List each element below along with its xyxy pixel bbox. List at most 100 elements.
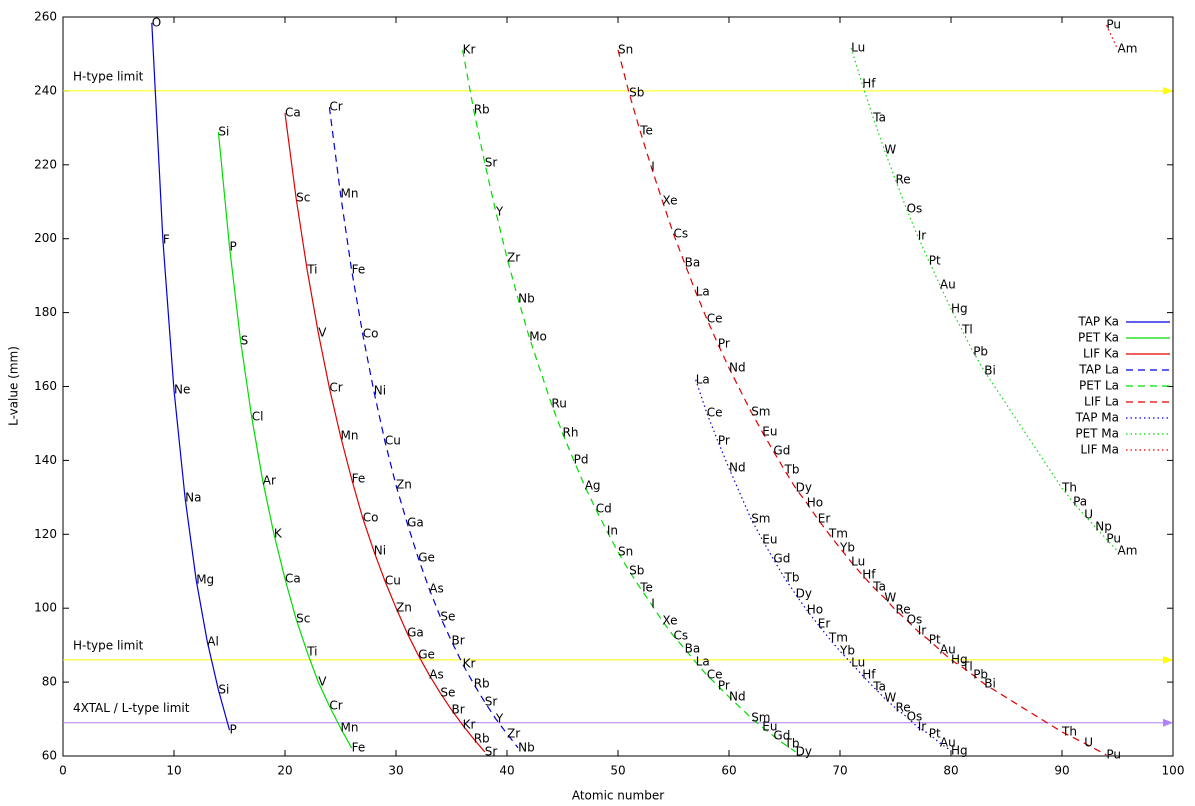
series-line bbox=[151, 22, 231, 731]
series-line bbox=[462, 49, 796, 753]
element-label: Zr bbox=[507, 726, 520, 740]
x-axis-label: Atomic number bbox=[572, 789, 664, 803]
element-label: Ca bbox=[285, 106, 301, 120]
element-label: Lu bbox=[851, 41, 865, 55]
legend-label: PET La bbox=[1079, 379, 1119, 393]
element-label: Am bbox=[1118, 42, 1138, 56]
element-label: Ge bbox=[418, 550, 435, 564]
element-label: Rb bbox=[474, 676, 490, 690]
element-label: Rb bbox=[474, 732, 490, 746]
element-label: Pu bbox=[1106, 532, 1121, 546]
element-label: Pb bbox=[973, 668, 988, 682]
element-label: Ta bbox=[872, 679, 886, 693]
element-label: Os bbox=[907, 613, 923, 627]
element-label: Sr bbox=[485, 744, 498, 758]
y-tick-label: 160 bbox=[34, 379, 57, 393]
x-tick-label: 30 bbox=[388, 764, 403, 778]
element-label: O bbox=[152, 15, 161, 29]
element-label: Rb bbox=[474, 103, 490, 117]
x-tick-label: 20 bbox=[277, 764, 292, 778]
element-label: Se bbox=[440, 686, 455, 700]
element-label: Ag bbox=[585, 478, 601, 492]
element-label: Sc bbox=[296, 611, 310, 625]
reference-label: 4XTAL / L-type limit bbox=[73, 701, 190, 715]
element-label: Pb bbox=[973, 345, 988, 359]
element-label: Br bbox=[452, 702, 465, 716]
series-line bbox=[217, 131, 353, 749]
element-label: Sm bbox=[751, 512, 770, 526]
element-label: Cr bbox=[329, 380, 342, 394]
element-label: Mn bbox=[341, 429, 359, 443]
element-label: Cr bbox=[329, 100, 342, 114]
element-label: Ca bbox=[285, 572, 301, 586]
y-axis-label: L-value (mm) bbox=[7, 346, 21, 426]
element-label: La bbox=[696, 655, 710, 669]
element-label: Gd bbox=[773, 444, 790, 458]
element-label: Re bbox=[896, 700, 911, 714]
element-label: As bbox=[429, 581, 443, 595]
legend-label: TAP Ma bbox=[1075, 411, 1119, 425]
element-label: Dy bbox=[796, 744, 812, 758]
element-label: Cu bbox=[385, 434, 401, 448]
arrow-head bbox=[1163, 86, 1173, 95]
element-label: Nb bbox=[518, 291, 535, 305]
element-label: Sc bbox=[296, 191, 310, 205]
element-label: Pt bbox=[929, 253, 941, 267]
element-label: Eu bbox=[762, 720, 777, 734]
element-label: Te bbox=[639, 124, 653, 138]
element-label: Pu bbox=[1106, 18, 1121, 32]
y-tick-label: 200 bbox=[34, 231, 57, 245]
element-label: Zn bbox=[396, 478, 412, 492]
element-label: U bbox=[1084, 508, 1093, 522]
element-label: Ce bbox=[707, 311, 723, 325]
element-label: Cu bbox=[385, 573, 401, 587]
element-label: As bbox=[429, 668, 443, 682]
x-tick-label: 90 bbox=[1054, 764, 1069, 778]
element-label: Ta bbox=[872, 110, 886, 124]
x-tick-label: 50 bbox=[610, 764, 625, 778]
element-label: W bbox=[884, 590, 896, 604]
series-line bbox=[284, 113, 486, 753]
element-label: Br bbox=[452, 634, 465, 648]
element-label: Sb bbox=[629, 86, 644, 100]
element-label: Ta bbox=[872, 580, 886, 594]
element-label: K bbox=[274, 526, 283, 540]
legend-label: LIF Ma bbox=[1080, 443, 1119, 457]
element-label: Nb bbox=[518, 740, 535, 754]
element-label: Er bbox=[818, 617, 831, 631]
element-label: Na bbox=[185, 491, 201, 505]
x-tick-label: 10 bbox=[166, 764, 181, 778]
element-label: Mo bbox=[529, 329, 547, 343]
element-label: La bbox=[696, 372, 710, 386]
element-label: Hg bbox=[951, 301, 968, 315]
element-label: Pr bbox=[718, 434, 730, 448]
element-label: P bbox=[230, 723, 237, 737]
element-label: Rh bbox=[563, 426, 579, 440]
x-tick-label: 70 bbox=[832, 764, 847, 778]
element-label: Ni bbox=[374, 543, 386, 557]
element-label: Re bbox=[896, 603, 911, 617]
element-label: Er bbox=[818, 512, 831, 526]
element-label: Ba bbox=[685, 256, 701, 270]
element-label: Ti bbox=[306, 645, 317, 659]
element-label: Tm bbox=[828, 526, 848, 540]
element-label: Dy bbox=[796, 481, 812, 495]
element-label: V bbox=[318, 325, 327, 339]
element-label: Tl bbox=[961, 322, 973, 336]
element-label: Mn bbox=[341, 186, 359, 200]
element-label: Pt bbox=[929, 726, 941, 740]
y-tick-label: 100 bbox=[34, 601, 57, 615]
element-label: Eu bbox=[762, 424, 777, 438]
element-label: Pa bbox=[1073, 495, 1087, 509]
element-label: In bbox=[607, 523, 618, 537]
legend-label: TAP Ka bbox=[1077, 315, 1119, 329]
series-line bbox=[328, 107, 519, 749]
reference-label: H-type limit bbox=[73, 638, 144, 652]
series-line bbox=[695, 379, 952, 752]
element-label: Ho bbox=[807, 603, 823, 617]
element-label: Re bbox=[896, 172, 911, 186]
element-label: Zr bbox=[507, 250, 520, 264]
element-label: Nd bbox=[729, 689, 746, 703]
element-label: Tb bbox=[784, 737, 800, 751]
element-label: Tb bbox=[784, 463, 800, 477]
